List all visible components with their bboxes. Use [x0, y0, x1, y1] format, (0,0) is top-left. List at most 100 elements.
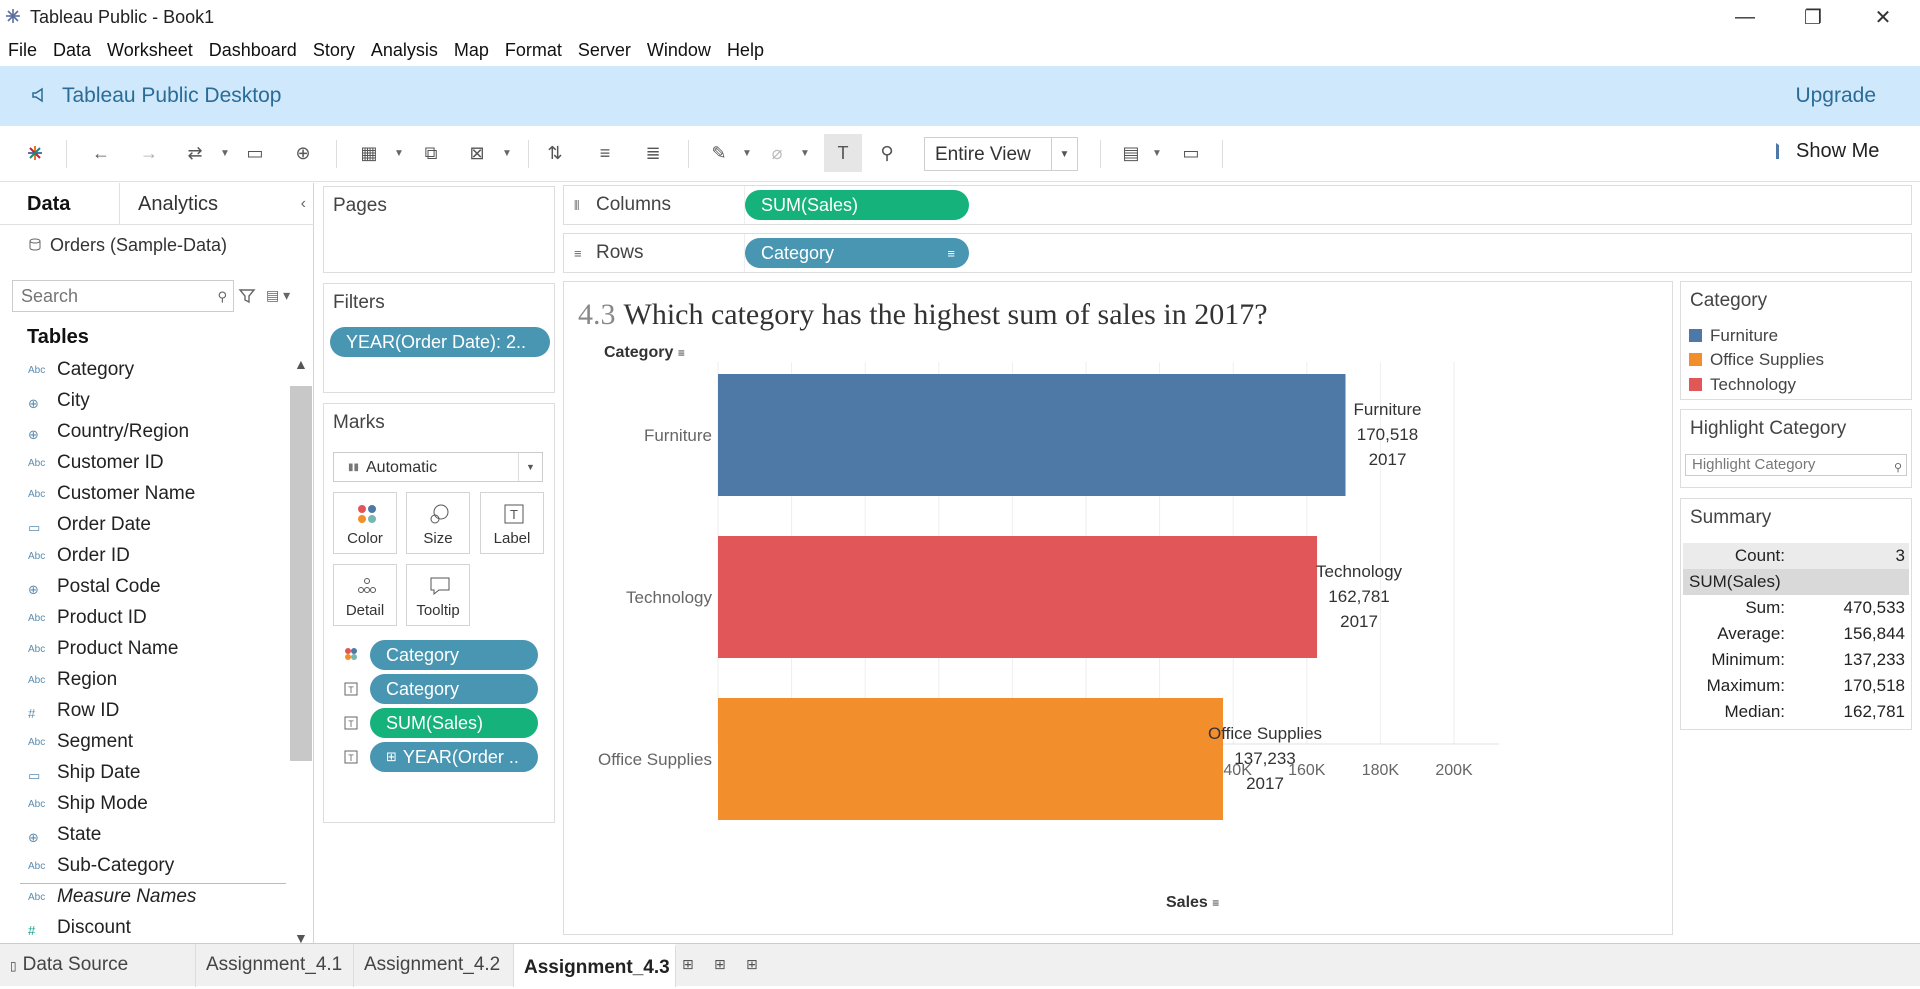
group-members-icon[interactable]: ⌀	[771, 142, 783, 163]
minimize-button[interactable]: —	[1735, 5, 1755, 28]
field-item[interactable]: ⊕ Country/Region	[0, 418, 290, 449]
menu-story[interactable]: Story	[312, 39, 355, 60]
scrollbar-thumb[interactable]	[290, 386, 312, 761]
menu-window[interactable]: Window	[646, 39, 711, 60]
marks-pill-category-label[interactable]: Category	[370, 674, 538, 704]
menu-worksheet[interactable]: Worksheet	[107, 39, 193, 60]
marks-pill-year-order[interactable]: ⊞ YEAR(Order ..	[370, 742, 538, 772]
sort-icon[interactable]: ≡	[677, 346, 685, 360]
menu-analysis[interactable]: Analysis	[370, 39, 438, 60]
x-axis-title[interactable]: Sales ≡	[1166, 894, 1220, 911]
legend-item-furniture[interactable]: Furniture	[1689, 326, 1778, 348]
upgrade-link[interactable]: Upgrade	[1795, 84, 1876, 107]
restore-button[interactable]: ❐	[1804, 6, 1822, 29]
group-caret-icon[interactable]: ▼	[800, 147, 810, 159]
marks-pill-sum-sales[interactable]: SUM(Sales)	[370, 708, 538, 738]
datasource-item[interactable]: Orders (Sample-Data)	[28, 235, 227, 256]
filter-icon[interactable]	[238, 287, 256, 305]
rows-shelf[interactable]: ≡ Rows Category ≡	[563, 233, 1912, 273]
field-item[interactable]: ⊕ City	[0, 387, 290, 418]
field-item[interactable]: Abc Ship Mode	[0, 790, 290, 821]
filters-card[interactable]: Filters YEAR(Order Date): 2..	[323, 283, 555, 393]
legend-item-office-supplies[interactable]: Office Supplies	[1689, 350, 1824, 372]
legend-item-technology[interactable]: Technology	[1689, 375, 1796, 397]
new-dashboard-icon[interactable]: ⊞	[714, 956, 726, 972]
marks-tooltip-button[interactable]: Tooltip	[406, 564, 470, 626]
search-input[interactable]	[21, 282, 201, 310]
field-item[interactable]: Abc Customer Name	[0, 480, 290, 511]
marks-size-button[interactable]: Size	[406, 492, 470, 554]
show-me-button[interactable]: Show Me	[1776, 140, 1879, 163]
field-item[interactable]: Abc Measure Names	[0, 883, 290, 914]
save-icon[interactable]: ▭	[246, 142, 264, 163]
field-item[interactable]: Abc Category	[0, 356, 290, 387]
mark-type-select[interactable]: ▮▮ Automatic ▼	[333, 452, 543, 482]
highlight-input[interactable]: Highlight Category ⚲	[1685, 454, 1907, 476]
replay-caret-icon[interactable]: ▼	[220, 147, 230, 159]
tab-assignment-4-1[interactable]: Assignment_4.1	[196, 944, 354, 987]
collapse-pane-icon[interactable]: ‹	[300, 195, 306, 212]
new-worksheet-caret-icon[interactable]: ▼	[394, 147, 404, 159]
columns-pill-sum-sales[interactable]: SUM(Sales)	[745, 190, 969, 220]
redo-icon[interactable]: →	[140, 142, 158, 163]
tab-assignment-4-3[interactable]: Assignment_4.3	[514, 944, 676, 987]
menu-dashboard[interactable]: Dashboard	[208, 39, 297, 60]
marks-detail-button[interactable]: Detail	[333, 564, 397, 626]
tab-data[interactable]: Data	[27, 193, 71, 215]
field-item[interactable]: Abc Segment	[0, 728, 290, 759]
row-header-category[interactable]: Category ≡	[604, 344, 685, 361]
close-button[interactable]: ✕	[1874, 6, 1892, 29]
highlight-caret-icon[interactable]: ▼	[742, 147, 752, 159]
sort-icon[interactable]: ≡	[1212, 896, 1220, 910]
clear-sheet-icon[interactable]: ⊠	[469, 142, 485, 163]
field-item[interactable]: Abc Product Name	[0, 635, 290, 666]
menu-format[interactable]: Format	[504, 39, 562, 60]
duplicate-sheet-icon[interactable]: ⧉	[424, 142, 438, 163]
menu-map[interactable]: Map	[453, 39, 489, 60]
filter-pill-year[interactable]: YEAR(Order Date): 2..	[330, 327, 550, 357]
tableau-home-icon[interactable]	[20, 138, 50, 168]
field-item[interactable]: # Discount	[0, 914, 290, 945]
replay-icon[interactable]: ⇄	[187, 142, 203, 163]
fit-view-select[interactable]: Entire View ▼	[924, 137, 1078, 171]
field-item[interactable]: ⊕ Postal Code	[0, 573, 290, 604]
view-options-icon[interactable]: ▤ ▾	[266, 287, 291, 303]
presentation-mode-icon[interactable]: ▭	[1182, 142, 1200, 163]
tab-data-source[interactable]: ▯ Data Source	[0, 944, 196, 987]
undo-icon[interactable]: ←	[92, 142, 110, 163]
new-story-icon[interactable]: ⊞	[746, 956, 758, 972]
fix-axes-icon[interactable]: ⚲	[880, 142, 894, 163]
rows-pill-category[interactable]: Category ≡	[745, 238, 969, 268]
swap-axes-icon[interactable]: ⇅	[547, 142, 563, 163]
sort-descending-icon[interactable]: ≣	[645, 142, 661, 163]
scroll-up-icon[interactable]: ▲	[294, 356, 308, 372]
show-hide-cards-icon[interactable]: ▤	[1122, 142, 1140, 163]
new-worksheet-icon[interactable]: ⊞	[682, 956, 694, 972]
field-item[interactable]: ▭ Ship Date	[0, 759, 290, 790]
marks-pill-category-color[interactable]: Category	[370, 640, 538, 670]
field-item[interactable]: Abc Customer ID	[0, 449, 290, 480]
new-datasource-icon[interactable]: ⊕	[295, 142, 311, 163]
field-item[interactable]: Abc Product ID	[0, 604, 290, 635]
marks-label-button[interactable]: T Label	[480, 492, 544, 554]
menu-file[interactable]: File	[8, 39, 38, 60]
field-item[interactable]: # Row ID	[0, 697, 290, 728]
show-mark-labels-icon[interactable]: T	[824, 134, 862, 172]
field-item[interactable]: Abc Order ID	[0, 542, 290, 573]
sort-ascending-icon[interactable]: ≡	[599, 142, 611, 163]
field-item[interactable]: ▭ Order Date	[0, 511, 290, 542]
tab-analytics[interactable]: Analytics	[138, 193, 219, 215]
field-search[interactable]: ⚲	[12, 280, 234, 312]
field-item[interactable]: Abc Region	[0, 666, 290, 697]
clear-sheet-caret-icon[interactable]: ▼	[502, 147, 512, 159]
new-worksheet-icon[interactable]: ▦	[360, 142, 378, 163]
menu-help[interactable]: Help	[726, 39, 764, 60]
menu-server[interactable]: Server	[577, 39, 631, 60]
tab-assignment-4-2[interactable]: Assignment_4.2	[354, 944, 514, 987]
marks-color-button[interactable]: Color	[333, 492, 397, 554]
pages-card[interactable]: Pages	[323, 186, 555, 273]
highlight-icon[interactable]: ✎	[711, 142, 727, 163]
columns-shelf[interactable]: ⫴ Columns SUM(Sales)	[563, 185, 1912, 225]
field-item[interactable]: Abc Sub-Category	[0, 852, 290, 883]
menu-data[interactable]: Data	[53, 39, 92, 60]
